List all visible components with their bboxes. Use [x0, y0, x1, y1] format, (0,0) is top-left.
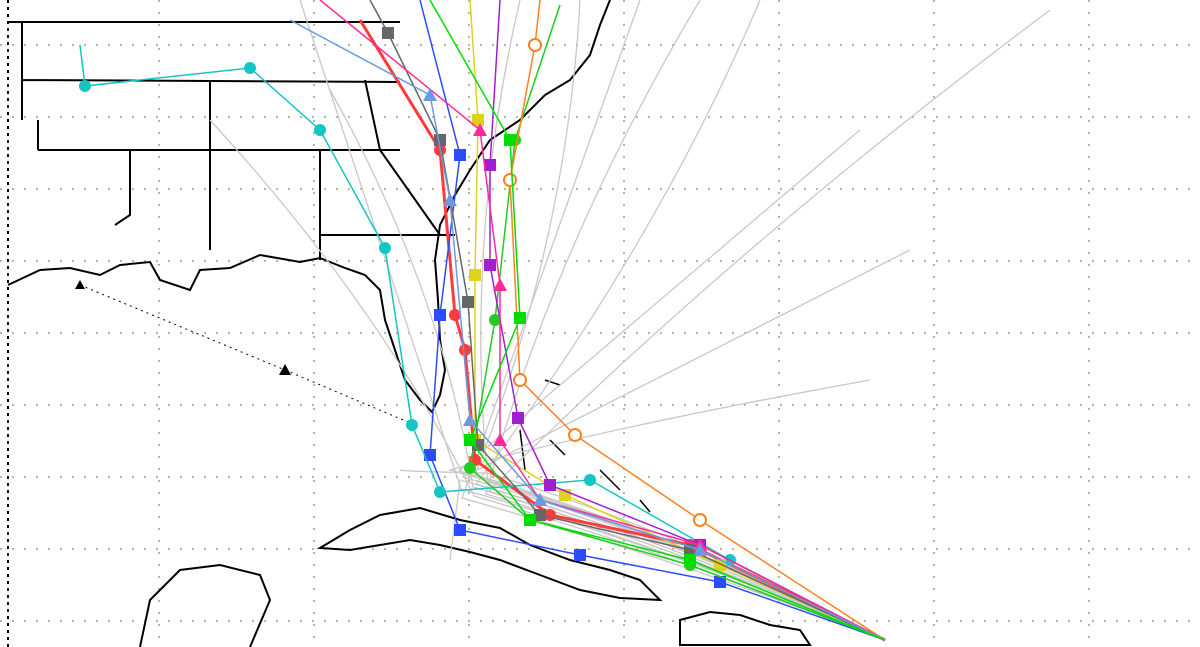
track-position-marker [379, 242, 391, 254]
track-position-marker [443, 193, 457, 206]
model-tracks [79, 0, 886, 642]
track-position-marker [382, 27, 394, 39]
track-position-marker [528, 38, 542, 52]
state-borders [8, 21, 455, 260]
track-position-marker [513, 373, 527, 387]
track-position-marker [473, 123, 487, 136]
track-position-marker [504, 134, 516, 146]
model-track-line [79, 44, 886, 641]
track-position-marker [534, 509, 546, 521]
track-position-marker [584, 474, 596, 486]
track-position-marker [493, 278, 507, 291]
ensemble-track [329, 89, 886, 641]
track-position-marker [459, 344, 471, 356]
track-position-marker [503, 173, 517, 187]
bahamas [519, 379, 651, 513]
ensemble-track [447, 379, 886, 641]
ensemble-track [461, 0, 886, 641]
ensemble-track [457, 129, 886, 641]
track-position-marker [493, 433, 507, 446]
track-position-marker [454, 149, 466, 161]
track-position-marker [568, 428, 582, 442]
track-position-marker [464, 434, 476, 446]
track-position-marker [79, 80, 91, 92]
model-track-line [469, 0, 886, 641]
track-position-marker [462, 296, 474, 308]
cuba [316, 506, 663, 602]
track-position-marker [434, 309, 446, 321]
hispaniola [679, 610, 812, 646]
track-position-marker [464, 462, 476, 474]
track-position-marker [484, 159, 496, 171]
track-position-marker [489, 314, 501, 326]
track-position-marker [434, 134, 446, 146]
yucatan [139, 563, 272, 647]
track-position-marker [472, 114, 484, 126]
ensemble-tracks [209, 0, 1051, 641]
ensemble-track [487, 9, 1051, 641]
track-position-marker [512, 412, 524, 424]
track-position-marker [424, 449, 436, 461]
us-gulf-coast [7, 0, 611, 414]
track-position-marker [714, 576, 726, 588]
forecast-cone-line [79, 284, 416, 426]
track-position-marker [463, 413, 477, 426]
track-position-marker [434, 486, 446, 498]
track-position-marker [406, 419, 418, 431]
ensemble-track [449, 479, 886, 641]
forecast-triangle-marker [75, 280, 85, 289]
track-position-marker [684, 554, 696, 566]
track-position-marker [693, 543, 707, 556]
track-position-marker [524, 514, 536, 526]
ensemble-track [209, 119, 886, 641]
track-position-marker [423, 88, 437, 101]
track-position-marker [484, 259, 496, 271]
track-position-marker [684, 544, 696, 556]
model-track-line [289, 19, 886, 641]
track-position-marker [533, 493, 547, 506]
track-position-marker [314, 124, 326, 136]
track-position-marker [454, 524, 466, 536]
model-track-line [369, 0, 886, 641]
track-position-marker [449, 309, 461, 321]
forecast-triangle-marker [279, 364, 291, 375]
track-position-marker [514, 312, 526, 324]
track-position-marker [244, 62, 256, 74]
track-position-marker [469, 269, 481, 281]
track-position-marker [574, 549, 586, 561]
track-position-marker [693, 513, 707, 527]
track-position-marker [544, 479, 556, 491]
